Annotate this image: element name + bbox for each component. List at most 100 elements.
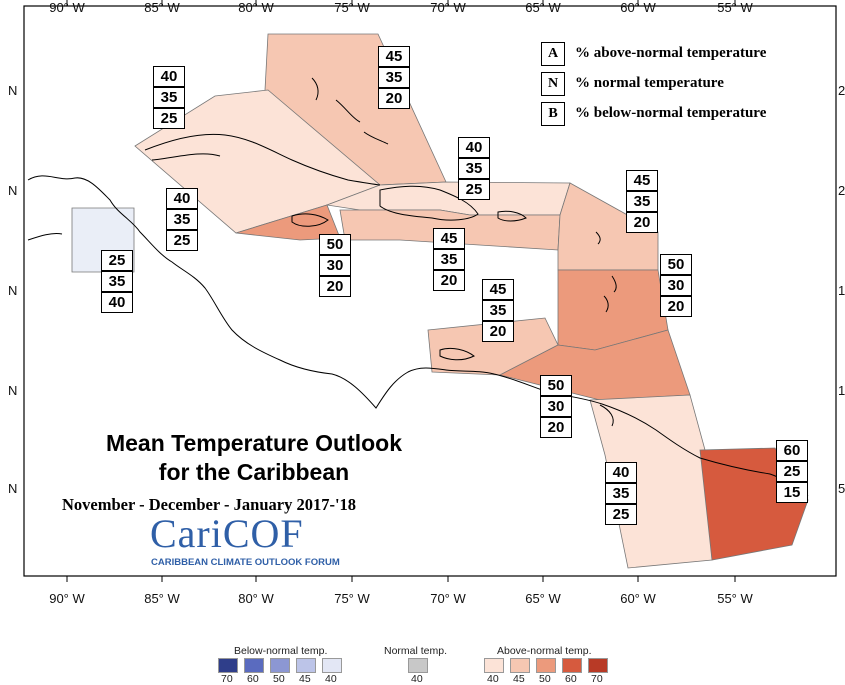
prob-above: 40: [153, 66, 185, 87]
colorbar-normal-label: Normal temp.: [384, 645, 448, 657]
colorbar-below-swatch-label: 60: [247, 673, 259, 685]
prob-below: 25: [458, 179, 490, 200]
colorbar-above-swatch: [510, 658, 530, 673]
prob-normal: 35: [166, 209, 198, 230]
prob-below: 25: [153, 108, 185, 129]
lon-tick-label: 60° W: [620, 0, 656, 15]
lon-tick-label: 90° W: [49, 591, 85, 606]
prob-normal: 35: [482, 300, 514, 321]
lon-tick-label: 55° W: [717, 591, 753, 606]
prob-below: 25: [166, 230, 198, 251]
prob-above: 50: [319, 234, 351, 255]
prob-normal: 35: [378, 67, 410, 88]
legend-key-n: N: [541, 72, 565, 96]
colorbar-below-swatch: [218, 658, 238, 673]
colorbar-below-swatch: [244, 658, 264, 673]
prob-above: 40: [458, 137, 490, 158]
colorbar-above-swatch-label: 50: [539, 673, 551, 685]
prob-above: 50: [540, 375, 572, 396]
legend-text-a: % above-normal temperature: [575, 45, 767, 61]
colorbar-above-swatch: [536, 658, 556, 673]
map-title-line1: Mean Temperature Outlook: [105, 430, 403, 456]
colorbar-above-swatch-label: 60: [565, 673, 577, 685]
lat-tick-labels: N N N N N 25 20 15 10 5°: [8, 83, 845, 496]
lat-tick-label-right: 5°: [838, 481, 845, 496]
lon-tick-label: 55° W: [717, 0, 753, 15]
colorbar-below-swatch: [296, 658, 316, 673]
prob-above: 50: [660, 254, 692, 275]
lon-tick-label: 75° W: [334, 0, 370, 15]
prob-above: 40: [605, 462, 637, 483]
map-subtitle: November - December - January 2017-'18: [62, 495, 357, 514]
prob-normal: 35: [153, 87, 185, 108]
prob-above: 45: [482, 279, 514, 300]
colorbar-above-swatch-label: 70: [591, 673, 603, 685]
colorbar-below-label: Below-normal temp.: [234, 645, 328, 657]
lon-tick-label: 80° W: [238, 591, 274, 606]
lat-tick-label-right: 15: [838, 283, 845, 298]
lon-tick-label: 90° W: [49, 0, 85, 15]
colorbar-below-swatch-label: 40: [325, 673, 337, 685]
legend-text-n: % normal temperature: [575, 75, 724, 91]
prob-below: 40: [101, 292, 133, 313]
colorbar-above-swatch: [588, 658, 608, 673]
lon-tick-labels: 90° W 90° W 85° W 85° W 80° W 80° W 75° W 75° W…: [49, 0, 753, 606]
lon-tick-label: 85° W: [144, 0, 180, 15]
prob-normal: 35: [605, 483, 637, 504]
prob-below: 20: [482, 321, 514, 342]
lat-tick-label-left: N: [8, 481, 17, 496]
colorbar-below-swatch-label: 70: [221, 673, 233, 685]
prob-below: 20: [660, 296, 692, 317]
prob-above: 60: [776, 440, 808, 461]
prob-below: 20: [540, 417, 572, 438]
lon-ticks: [66, 0, 736, 582]
lat-tick-label-right: 25: [838, 83, 845, 98]
prob-normal: 35: [433, 249, 465, 270]
lat-tick-label-left: N: [8, 283, 17, 298]
legend-text-b: % below-normal temperature: [575, 105, 767, 121]
colorbar-above-swatch-label: 45: [513, 673, 525, 685]
lon-tick-label: 80° W: [238, 0, 274, 15]
prob-above: 45: [378, 46, 410, 67]
legend-key-a: A: [541, 42, 565, 66]
prob-normal: 30: [660, 275, 692, 296]
prob-normal: 35: [101, 271, 133, 292]
prob-normal: 35: [458, 158, 490, 179]
legend-key-b: B: [541, 102, 565, 126]
prob-below: 15: [776, 482, 808, 503]
lon-tick-label: 85° W: [144, 591, 180, 606]
lon-tick-label: 65° W: [525, 0, 561, 15]
prob-below: 20: [433, 270, 465, 291]
prob-above: 25: [101, 250, 133, 271]
lon-tick-label: 70° W: [430, 591, 466, 606]
colorbar-below-swatch: [322, 658, 342, 673]
lon-tick-label: 65° W: [525, 591, 561, 606]
colorbar-normal-swatch: [408, 658, 428, 673]
prob-normal: 25: [776, 461, 808, 482]
colorbar-normal-swatch-label: 40: [411, 673, 423, 685]
prob-normal: 30: [540, 396, 572, 417]
colorbar-above-swatch-label: 40: [487, 673, 499, 685]
colorbar-above-label: Above-normal temp.: [497, 645, 592, 657]
lon-tick-label: 70° W: [430, 0, 466, 15]
prob-above: 45: [433, 228, 465, 249]
prob-below: 20: [378, 88, 410, 109]
prob-below: 20: [319, 276, 351, 297]
lat-tick-label-left: N: [8, 83, 17, 98]
lat-tick-label-right: 10: [838, 383, 845, 398]
caricof-logo: CariCOF: [150, 511, 304, 556]
prob-normal: 35: [626, 191, 658, 212]
lon-tick-label: 75° W: [334, 591, 370, 606]
map-title-line2: for the Caribbean: [158, 459, 350, 485]
colorbar-above-swatch: [484, 658, 504, 673]
prob-above: 45: [626, 170, 658, 191]
lat-tick-label-left: N: [8, 383, 17, 398]
colorbar-below-swatch: [270, 658, 290, 673]
lat-tick-label-left: N: [8, 183, 17, 198]
colorbar-above-swatch: [562, 658, 582, 673]
coastlines: [27, 77, 809, 497]
lat-tick-label-right: 20: [838, 183, 845, 198]
prob-below: 25: [605, 504, 637, 525]
prob-above: 40: [166, 188, 198, 209]
